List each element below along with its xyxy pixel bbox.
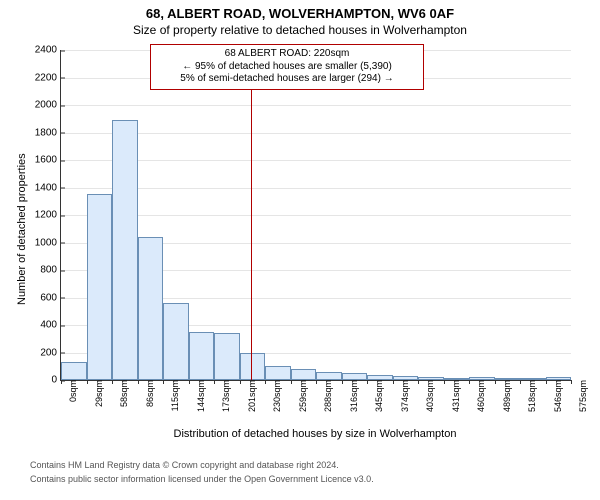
histogram-bar xyxy=(291,369,317,380)
histogram-bar xyxy=(240,353,266,381)
y-tick-label: 600 xyxy=(40,292,61,303)
annotation-line-1: 68 ALBERT ROAD: 220sqm xyxy=(157,48,417,61)
footer-line-1: Contains HM Land Registry data © Crown c… xyxy=(30,460,339,470)
y-axis-label: Number of detached properties xyxy=(16,153,28,305)
x-tick-label: 374sqm xyxy=(396,380,410,412)
y-tick-label: 800 xyxy=(40,265,61,276)
histogram-bar xyxy=(189,332,215,380)
footer-line-2: Contains public sector information licen… xyxy=(30,474,374,484)
x-tick-label: 230sqm xyxy=(268,380,282,412)
x-tick-mark xyxy=(444,380,445,384)
histogram-bar xyxy=(316,372,342,380)
x-tick-label: 29sqm xyxy=(90,380,104,407)
x-tick-label: 575sqm xyxy=(574,380,588,412)
x-tick-mark xyxy=(495,380,496,384)
x-tick-label: 0sqm xyxy=(64,380,78,402)
gridline xyxy=(61,188,571,189)
y-tick-label: 1400 xyxy=(35,182,61,193)
y-tick-label: 2000 xyxy=(35,100,61,111)
x-tick-label: 518sqm xyxy=(523,380,537,412)
y-tick-label: 2400 xyxy=(35,45,61,56)
gridline xyxy=(61,160,571,161)
figure-container: 68, ALBERT ROAD, WOLVERHAMPTON, WV6 0AF … xyxy=(0,0,600,500)
x-tick-mark xyxy=(189,380,190,384)
x-tick-mark xyxy=(163,380,164,384)
x-tick-label: 173sqm xyxy=(217,380,231,412)
x-tick-mark xyxy=(240,380,241,384)
annotation-line-3: 5% of semi-detached houses are larger (2… xyxy=(157,73,417,86)
x-tick-mark xyxy=(291,380,292,384)
x-tick-mark xyxy=(418,380,419,384)
x-tick-mark xyxy=(342,380,343,384)
x-tick-mark xyxy=(571,380,572,384)
x-tick-label: 288sqm xyxy=(319,380,333,412)
x-tick-label: 144sqm xyxy=(192,380,206,412)
y-tick-label: 0 xyxy=(51,375,61,386)
x-tick-label: 489sqm xyxy=(498,380,512,412)
x-tick-label: 115sqm xyxy=(166,380,180,411)
x-tick-label: 58sqm xyxy=(115,380,129,407)
histogram-bar xyxy=(342,373,368,380)
x-tick-label: 201sqm xyxy=(243,380,257,412)
x-tick-mark xyxy=(546,380,547,384)
histogram-bar xyxy=(87,194,113,380)
x-tick-mark xyxy=(138,380,139,384)
x-tick-mark xyxy=(87,380,88,384)
x-tick-label: 431sqm xyxy=(447,380,461,412)
x-tick-mark xyxy=(316,380,317,384)
gridline xyxy=(61,215,571,216)
x-tick-label: 460sqm xyxy=(472,380,486,412)
x-axis-label: Distribution of detached houses by size … xyxy=(60,428,570,440)
histogram-bar xyxy=(112,120,138,380)
y-tick-label: 1600 xyxy=(35,155,61,166)
histogram-bar xyxy=(138,237,164,380)
annotation-box: 68 ALBERT ROAD: 220sqm ← 95% of detached… xyxy=(150,44,424,90)
histogram-bar xyxy=(214,333,240,380)
x-tick-mark xyxy=(265,380,266,384)
x-tick-mark xyxy=(520,380,521,384)
x-tick-mark xyxy=(214,380,215,384)
y-tick-label: 1200 xyxy=(35,210,61,221)
y-tick-label: 400 xyxy=(40,320,61,331)
histogram-bar xyxy=(265,366,291,380)
x-tick-label: 403sqm xyxy=(421,380,435,412)
gridline xyxy=(61,133,571,134)
histogram-bar xyxy=(163,303,189,380)
x-tick-mark xyxy=(367,380,368,384)
x-tick-label: 86sqm xyxy=(141,380,155,407)
gridline xyxy=(61,105,571,106)
y-tick-label: 2200 xyxy=(35,72,61,83)
x-tick-label: 345sqm xyxy=(370,380,384,412)
plot-area: 0200400600800100012001400160018002000220… xyxy=(60,50,571,381)
y-tick-label: 200 xyxy=(40,347,61,358)
x-tick-label: 259sqm xyxy=(294,380,308,412)
y-tick-label: 1800 xyxy=(35,127,61,138)
marker-line xyxy=(251,50,252,380)
annotation-line-2: ← 95% of detached houses are smaller (5,… xyxy=(157,61,417,74)
x-tick-mark xyxy=(469,380,470,384)
x-tick-mark xyxy=(61,380,62,384)
x-tick-mark xyxy=(393,380,394,384)
x-tick-label: 316sqm xyxy=(345,380,359,412)
x-tick-mark xyxy=(112,380,113,384)
histogram-bar xyxy=(61,362,87,380)
y-tick-label: 1000 xyxy=(35,237,61,248)
x-tick-label: 546sqm xyxy=(549,380,563,412)
